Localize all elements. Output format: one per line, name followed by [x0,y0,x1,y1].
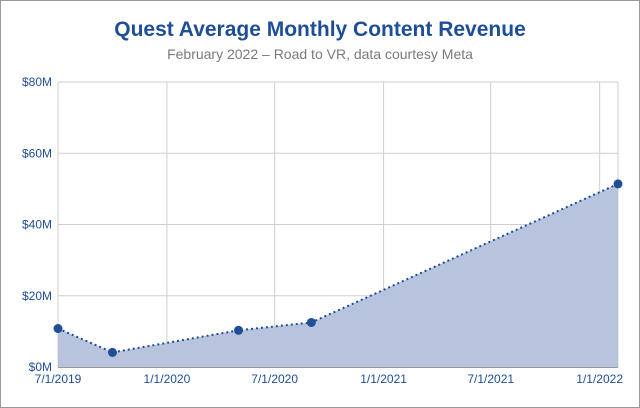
y-tick-label: $0M [29,360,52,374]
x-axis-ticks: 7/1/2019 1/1/2020 7/1/2020 1/1/2021 7/1/2021… [35,372,624,386]
chart-subtitle: February 2022 – Road to VR, data courtes… [167,46,473,62]
x-tick-label: 7/1/2019 [35,372,82,386]
data-point [53,324,63,334]
y-tick-label: $20M [22,289,52,303]
y-tick-label: $60M [22,146,52,160]
x-tick-label: 7/1/2021 [467,372,514,386]
data-point [234,325,244,335]
data-point [107,347,117,357]
x-tick-label: 1/1/2021 [360,372,407,386]
y-tick-label: $40M [22,218,52,232]
points-layer [53,179,623,357]
chart-title: Quest Average Monthly Content Revenue [114,18,526,41]
area-layer [58,183,618,367]
x-tick-label: 7/1/2020 [251,372,298,386]
y-axis-ticks: $0M $20M $40M $60M $80M [22,75,52,374]
area-fill [58,183,618,367]
data-point [613,179,623,189]
x-tick-label: 1/1/2020 [144,372,191,386]
x-tick-label: 1/1/2022 [576,372,623,386]
y-tick-label: $80M [22,75,52,89]
data-point [306,317,316,327]
